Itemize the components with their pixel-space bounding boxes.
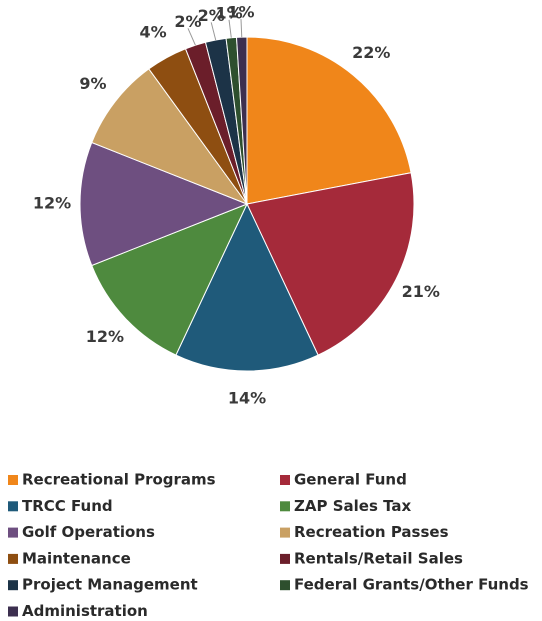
leader-line (210, 22, 217, 41)
leader-line (240, 19, 243, 38)
legend-swatch (8, 580, 18, 591)
data-label: 9% (79, 74, 106, 93)
data-label: 12% (33, 194, 71, 213)
legend-label: TRCC Fund (22, 497, 113, 515)
data-label: 2% (174, 12, 201, 31)
leader-line (228, 19, 232, 38)
data-label: 2% (198, 6, 225, 25)
pie-slice (246, 36, 412, 205)
legend-swatch (280, 501, 290, 512)
legend-swatch (280, 553, 290, 564)
legend-label: Rentals/Retail Sales (294, 549, 463, 567)
legend-swatch (280, 527, 290, 538)
legend-label: Recreation Passes (294, 523, 449, 541)
legend-label: Federal Grants/Other Funds (294, 576, 529, 594)
pie-slice (175, 202, 319, 372)
data-label: 14% (228, 389, 266, 408)
data-label: 1% (215, 3, 242, 22)
legend-swatch (280, 475, 290, 485)
legend-label: Administration (22, 602, 148, 620)
pie-slice (91, 203, 248, 356)
data-label: 22% (352, 43, 390, 62)
legend-label: Project Management (22, 576, 198, 594)
data-label: 12% (86, 327, 124, 346)
pie-slice (91, 68, 249, 206)
data-label: 1% (227, 3, 254, 22)
data-label: 21% (402, 282, 440, 301)
legend-swatch (8, 606, 18, 617)
legend-label: Maintenance (22, 549, 131, 567)
leader-line (187, 28, 196, 46)
legend-label: ZAP Sales Tax (294, 497, 412, 515)
legend-swatch (8, 475, 18, 485)
legend-swatch (8, 527, 18, 538)
data-label: 4% (139, 23, 166, 42)
legend-label: Recreational Programs (22, 471, 216, 489)
legend-swatch (8, 501, 18, 512)
legend-label: General Fund (294, 471, 407, 489)
legend-swatch (280, 580, 290, 591)
legend-swatch (8, 553, 18, 564)
pie-slice (246, 172, 415, 356)
pie-slice (79, 141, 249, 267)
legend-label: Golf Operations (22, 523, 155, 541)
